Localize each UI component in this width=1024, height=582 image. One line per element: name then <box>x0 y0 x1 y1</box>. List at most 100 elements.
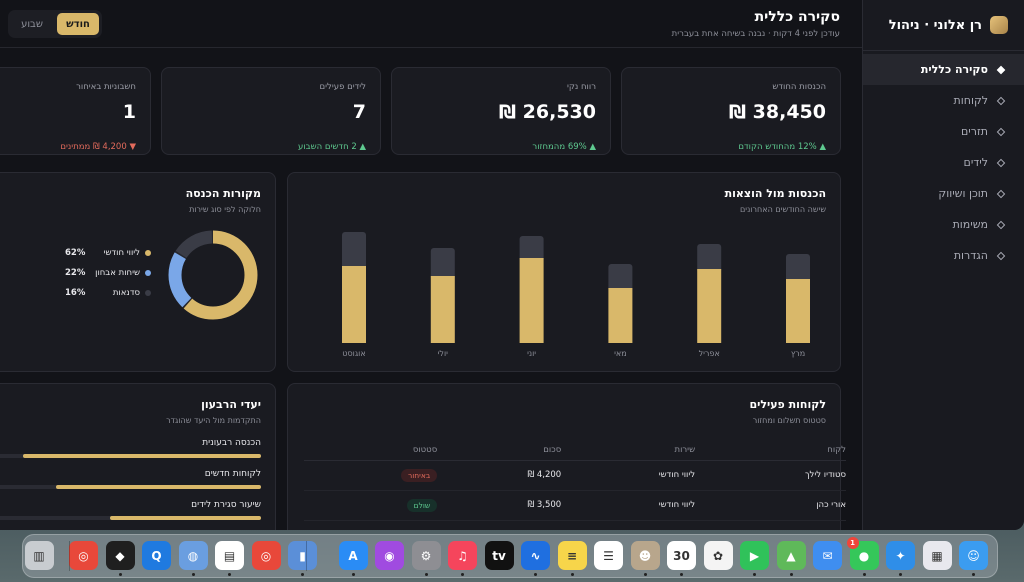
diamond-icon <box>996 158 1006 167</box>
app-window: רן אלוני · ניהול סקירה כללית לקוחות תזרים ל… <box>0 0 1024 530</box>
dock-glyph: ✉ <box>822 548 833 563</box>
goal-progress-fill <box>55 485 261 489</box>
donut-slice <box>168 230 258 320</box>
legend-name-wrap: שיחות אבחון <box>95 268 151 278</box>
sidebar-item-label: לקוחות <box>953 94 988 107</box>
goal-progress-fill <box>23 454 261 458</box>
finder-icon[interactable]: ☺ <box>959 541 988 570</box>
running-indicator <box>753 573 756 576</box>
safari-icon[interactable]: ✦ <box>886 541 915 570</box>
card-title: מקורות הכנסה <box>185 187 261 200</box>
kpi-card-late-invoices[interactable]: חשבוניות באיחור 1 ▼ 4,200 ₪ ממתינים <box>0 67 151 155</box>
sidebar-item-1[interactable]: לקוחות <box>863 85 1024 116</box>
files-icon[interactable]: ▮ <box>288 541 317 570</box>
period-toggle: שבוע חודש <box>8 10 102 38</box>
sidebar-item-label: סקירה כללית <box>920 63 988 76</box>
sidebar-divider <box>863 50 1024 51</box>
kpi-label: הכנסות החודש <box>772 82 826 92</box>
notes-icon[interactable]: ≡ <box>557 541 587 570</box>
legend-dot <box>145 290 151 296</box>
bar-income <box>519 258 544 343</box>
card-subtitle: סטטוס תשלום ומחזור <box>752 416 826 425</box>
goal-label: לקוחות חדשים <box>204 469 261 479</box>
revenue-chart-card: הכנסות מול הוצאות שישה החודשים האחרונים … <box>287 172 841 372</box>
textedit-icon[interactable]: ▤ <box>215 541 244 570</box>
page-subtitle: עודכן לפני 4 דקות · נבנה בשיחה אחת בעברי… <box>671 29 840 39</box>
reminders-icon[interactable]: ☰ <box>594 541 623 570</box>
diamond-icon <box>996 251 1006 260</box>
goal-progress-fill <box>109 516 261 520</box>
music-icon[interactable]: ♫ <box>448 541 477 570</box>
goal-progress-track <box>0 516 261 520</box>
cell-name: סטודיו לילך <box>695 460 846 491</box>
x-tick-label: אוגוסט <box>342 349 365 358</box>
chrome-small-icon[interactable]: ◎ <box>69 541 98 570</box>
x-tick-label: מאי <box>614 349 627 358</box>
sidebar-item-3[interactable]: לידים <box>863 147 1024 178</box>
dock-glyph: ≡ <box>566 548 578 563</box>
kpi-card-profit[interactable]: רווח נקי 26,530 ₪ ▲ 69% מהמחזור <box>391 67 611 155</box>
sidebar-item-4[interactable]: תוכן ושיווק <box>863 178 1024 209</box>
kpi-value: 26,530 ₪ <box>498 101 596 123</box>
bar-expense <box>697 244 722 273</box>
tv-icon[interactable]: tv <box>484 541 514 570</box>
contacts-icon[interactable]: ☻ <box>630 541 660 570</box>
mail-icon[interactable]: ✉ <box>813 541 842 570</box>
column-header[interactable]: לקוח <box>695 440 846 461</box>
launchpad-icon[interactable]: ▦ <box>922 541 952 570</box>
facetime-icon[interactable]: ▶ <box>740 541 769 570</box>
photos-icon[interactable]: ✿ <box>703 541 733 570</box>
legend-item: 22% שיחות אבחון <box>65 263 151 283</box>
table-row[interactable]: אורי כהן ליווי חודשי 3,500 ₪ שולם <box>304 490 846 521</box>
running-indicator <box>424 573 428 576</box>
diamond-icon <box>996 189 1006 198</box>
card-title: הכנסות מול הוצאות <box>724 187 826 200</box>
x-tick-label: אפריל <box>699 349 720 358</box>
sidebar-item-0[interactable]: סקירה כללית <box>863 54 1024 85</box>
appstore-icon[interactable]: A <box>338 541 368 570</box>
bar-expense <box>430 248 455 280</box>
income-sources-card: מקורות הכנסה חלוקה לפי סוג שירות 62% ליוו… <box>0 172 276 372</box>
chrome-icon[interactable]: ◎ <box>251 541 281 570</box>
dock-glyph: ♫ <box>457 548 468 563</box>
calendar-icon[interactable]: 30 <box>667 541 696 570</box>
running-indicator <box>899 573 902 576</box>
podcasts-icon[interactable]: ◉ <box>375 541 404 570</box>
table-row[interactable]: סטודיו לילך ליווי חודשי 4,200 ₪ באיחור <box>304 460 846 491</box>
column-header[interactable]: שירות <box>561 440 696 461</box>
kpi-card-leads[interactable]: לידים פעילים 7 ▲ 2 חדשים השבוע <box>161 67 381 155</box>
card-title: יעדי הרבעון <box>201 398 261 411</box>
status-badge: באיחור <box>401 468 438 482</box>
legend-pct: 22% <box>65 268 86 278</box>
dock-glyph: ◎ <box>260 548 272 563</box>
quicktime-icon[interactable]: Q <box>142 541 171 570</box>
trash-icon[interactable]: ▥ <box>24 541 54 570</box>
messages-icon[interactable]: ● 1 <box>846 537 879 570</box>
running-indicator <box>228 573 231 576</box>
running-indicator <box>643 573 647 576</box>
running-indicator <box>351 573 355 576</box>
brand: רן אלוני · ניהול <box>889 14 1008 36</box>
sidebar-item-5[interactable]: משימות <box>863 209 1024 240</box>
card-subtitle: התקדמות מול היעד שהוגדר <box>166 416 261 425</box>
sidebar-item-label: תוכן ושיווק <box>938 187 988 200</box>
perplexity-icon[interactable]: ◆ <box>105 541 135 570</box>
toggle-week[interactable]: שבוע <box>21 18 43 30</box>
column-header[interactable]: סכום <box>437 440 562 461</box>
sidebar-item-2[interactable]: תזרים <box>863 116 1024 147</box>
toggle-month[interactable]: חודש <box>57 13 99 35</box>
app-icon[interactable]: ◍ <box>178 541 208 570</box>
donut-chart <box>168 230 258 320</box>
clients-table: לקוח שירות סכום סטטוס סטודיו לילך ליווי חודש… <box>304 440 846 521</box>
column-header[interactable]: סטטוס <box>304 440 438 461</box>
legend-item: 62% ליווי חודשי <box>65 243 151 263</box>
page-title: סקירה כללית <box>754 9 840 25</box>
maps-icon[interactable]: ▲ <box>776 541 806 570</box>
settings-icon[interactable]: ⚙ <box>411 541 441 570</box>
kpi-label: רווח נקי <box>566 82 596 92</box>
sidebar-item-6[interactable]: הגדרות <box>863 240 1024 271</box>
kpi-card-revenue[interactable]: הכנסות החודש 38,450 ₪ ▲ 12% מהחודש הקודם <box>621 67 841 155</box>
kpi-delta: ▲ 69% מהמחזור <box>532 142 596 152</box>
freeform-icon[interactable]: ∿ <box>521 541 550 570</box>
running-indicator <box>862 573 866 576</box>
